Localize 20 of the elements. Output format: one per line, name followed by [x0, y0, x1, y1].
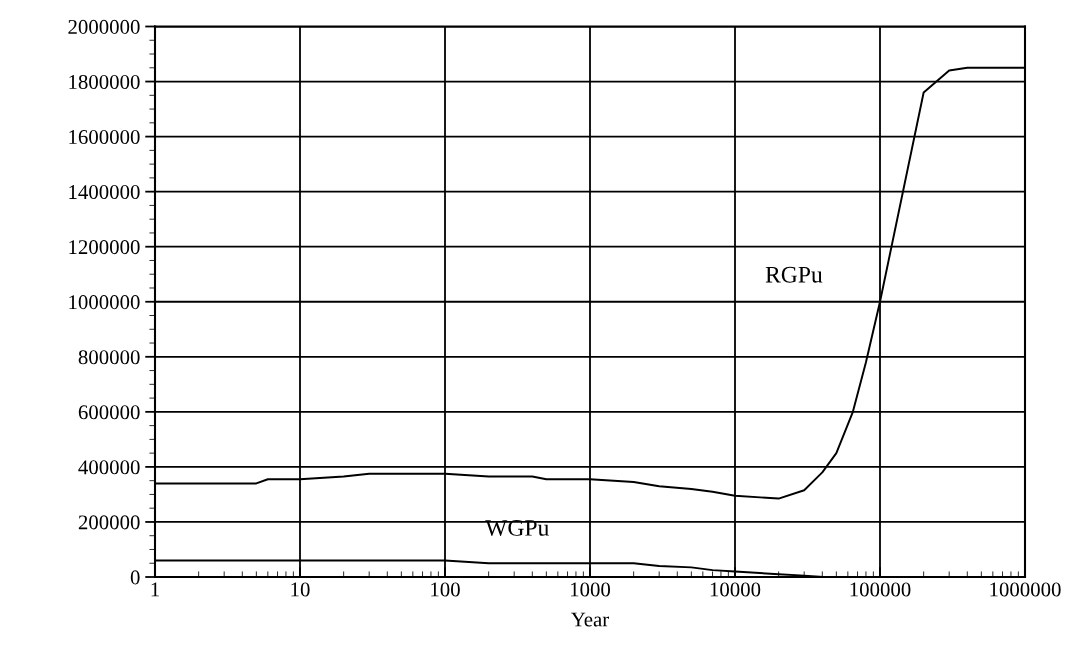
x-tick-label: 10 [291, 582, 310, 597]
x-tick-label: 100 [431, 582, 460, 597]
x-tick-label: 1 [151, 582, 159, 597]
y-tick-label: 2000000 [68, 19, 140, 34]
x-tick-label: 1000 [571, 582, 611, 597]
y-tick-label: 0 [130, 570, 140, 585]
y-tick-label: 1000000 [69, 295, 140, 310]
x-tick-label: 10000 [710, 582, 761, 597]
y-tick-label: 600000 [78, 405, 140, 420]
y-tick-label: 1800000 [69, 74, 140, 89]
y-tick-label: 400000 [78, 460, 140, 475]
y-tick-label: 1400000 [69, 185, 140, 200]
y-tick-label: 800000 [78, 350, 140, 365]
x-tick-label: 1000000 [990, 582, 1061, 597]
x-tick-label: 100000 [850, 582, 911, 597]
x-axis-title: Year [571, 612, 610, 627]
y-tick-label: 1600000 [69, 129, 140, 145]
y-tick-label: 1200000 [69, 240, 140, 255]
y-tick-label: 200000 [78, 515, 140, 530]
text: RGPu [765, 266, 823, 283]
